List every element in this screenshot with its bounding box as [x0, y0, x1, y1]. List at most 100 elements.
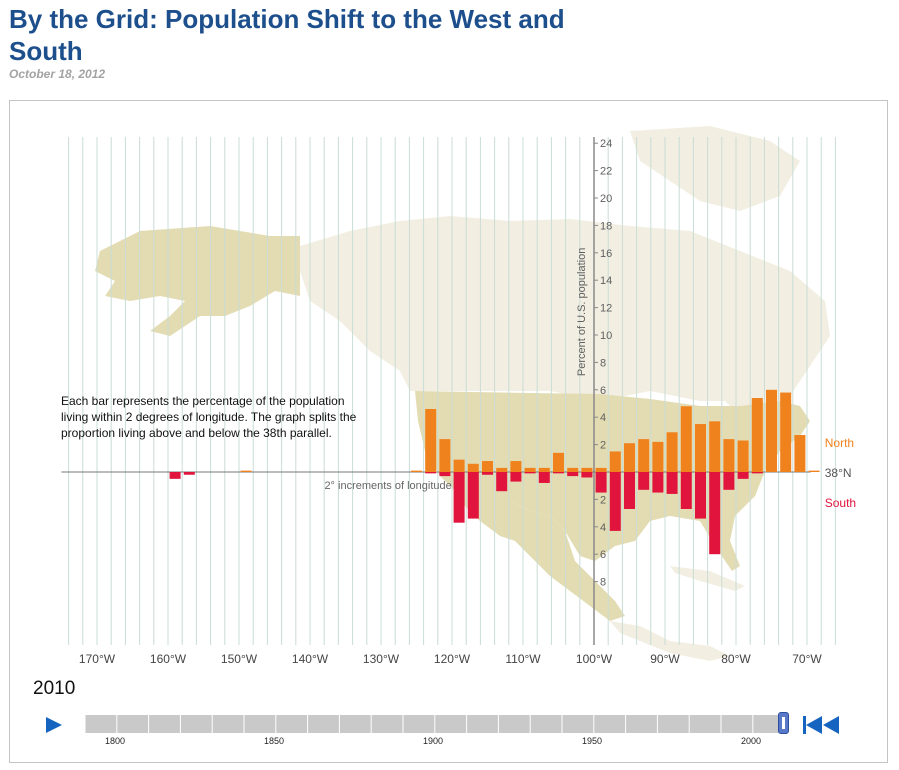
- legend-north: North: [825, 436, 854, 450]
- bar-south: [538, 472, 550, 483]
- chart-annotation: Each bar represents the percentage of th…: [61, 394, 357, 440]
- bar-north: [510, 461, 522, 472]
- play-button[interactable]: [44, 716, 64, 734]
- bar-south: [581, 472, 593, 478]
- timeline-segments: [84, 715, 786, 733]
- x-tick-label: 140°W: [292, 652, 329, 666]
- bar-north: [794, 435, 806, 472]
- bars-layer: [169, 389, 820, 555]
- bar-south: [652, 472, 664, 493]
- bar-north: [439, 439, 451, 472]
- timeline-label-2000: 2000: [740, 736, 762, 746]
- bar-south: [680, 472, 692, 509]
- bar-south: [553, 472, 564, 474]
- bar-south: [723, 472, 735, 490]
- timeline-handle[interactable]: [778, 712, 789, 734]
- bar-south: [666, 472, 678, 494]
- x-tick-label: 130°W: [363, 652, 400, 666]
- land-canada: [300, 216, 830, 431]
- bar-north: [624, 443, 635, 472]
- y-tick-label: 22: [600, 166, 612, 178]
- bar-south: [524, 472, 536, 474]
- page-title: By the Grid: Population Shift to the Wes…: [9, 4, 565, 66]
- bar-south: [439, 472, 451, 477]
- x-tick-label: 150°W: [221, 652, 258, 666]
- bar-north: [723, 439, 735, 472]
- bar-north: [737, 440, 749, 472]
- bar-north: [411, 470, 422, 472]
- rewind-button[interactable]: [802, 715, 842, 735]
- chart-frame: 2 4 6 8 10 12 14 16 18 20 22 24 2 4 6 8 Percent of U.S. …: [9, 100, 888, 763]
- bar-north: [780, 392, 792, 472]
- bar-north: [581, 467, 593, 472]
- bar-south: [595, 472, 607, 493]
- bar-south: [609, 472, 621, 531]
- bar-south: [624, 472, 635, 509]
- rewind-to-start-icon: [803, 716, 839, 734]
- timeline-label-1950: 1950: [581, 736, 603, 746]
- y-tick-label: 10: [600, 330, 612, 342]
- y-tick-label: 4: [600, 412, 606, 424]
- bar-north: [425, 408, 437, 472]
- y-tick-label: 14: [600, 275, 612, 287]
- x-tick-label: 80°W: [721, 652, 751, 666]
- bar-south: [496, 472, 508, 492]
- bar-north: [524, 467, 536, 472]
- y-tick-label: 18: [600, 220, 612, 232]
- bar-south: [453, 472, 465, 523]
- bar-north: [808, 470, 820, 472]
- timeline-track[interactable]: [84, 715, 786, 733]
- y-tick-label: 6: [600, 385, 606, 397]
- bar-south: [737, 472, 749, 479]
- y-tick-label: 2: [600, 494, 606, 506]
- bar-south: [482, 472, 493, 475]
- bar-north: [751, 398, 763, 472]
- bar-south: [467, 472, 479, 519]
- bar-north: [680, 406, 692, 472]
- bar-north: [595, 467, 607, 472]
- bar-north: [609, 451, 621, 472]
- bar-south: [510, 472, 522, 482]
- bar-north: [709, 421, 721, 472]
- bar-north: [538, 467, 550, 472]
- publish-date: October 18, 2012: [9, 67, 106, 81]
- bar-north: [695, 424, 706, 472]
- bar-north: [453, 459, 465, 472]
- land-greenland: [630, 126, 800, 211]
- bar-south: [169, 472, 181, 479]
- y-tick-label: 24: [600, 138, 612, 150]
- bar-south: [425, 472, 437, 474]
- bar-north: [638, 439, 650, 472]
- bar-north: [240, 470, 252, 472]
- timeline-label-1900: 1900: [422, 736, 444, 746]
- timeline-label-1800: 1800: [104, 736, 126, 746]
- bar-north: [766, 389, 777, 472]
- bar-north: [467, 463, 479, 472]
- bar-south: [638, 472, 650, 490]
- x-tick-label: 120°W: [434, 652, 471, 666]
- baseline-label: 38°N: [825, 466, 852, 480]
- longitude-grid: [68, 137, 836, 645]
- bar-south: [183, 472, 195, 475]
- x-tick-label: 100°W: [576, 652, 613, 666]
- bar-south: [695, 472, 706, 519]
- play-icon: [46, 717, 62, 733]
- legend-south: South: [825, 496, 856, 510]
- bar-north: [496, 467, 508, 472]
- x-tick-label: 70°W: [792, 652, 822, 666]
- bar-south: [567, 472, 579, 477]
- y-tick-label: 2: [600, 440, 606, 452]
- y-tick-label: 8: [600, 357, 606, 369]
- year-readout: 2010: [33, 678, 76, 699]
- x-tick-label: 90°W: [650, 652, 680, 666]
- x-tick-label: 160°W: [150, 652, 187, 666]
- timeline-label-1850: 1850: [263, 736, 285, 746]
- bar-north: [666, 432, 678, 472]
- land-alaska: [95, 226, 300, 336]
- y-tick-label: 16: [600, 248, 612, 260]
- y-tick-label: 4: [600, 522, 606, 534]
- bar-north: [482, 461, 493, 472]
- land-mexico: [440, 476, 625, 621]
